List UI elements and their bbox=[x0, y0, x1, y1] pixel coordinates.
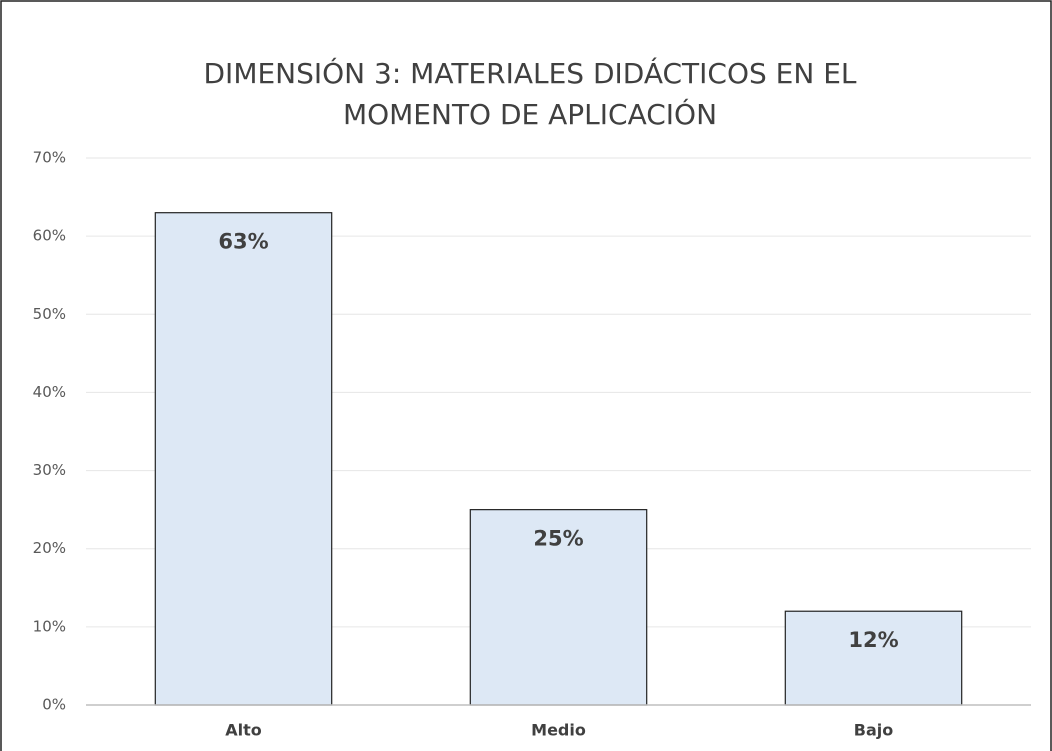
bar bbox=[154, 212, 333, 706]
x-tick-label: Bajo bbox=[854, 721, 893, 740]
data-label: 25% bbox=[533, 527, 583, 551]
y-tick-label: 30% bbox=[33, 461, 66, 479]
y-tick-label: 60% bbox=[33, 227, 66, 245]
data-label: 63% bbox=[218, 230, 268, 254]
x-tick-label: Alto bbox=[225, 721, 262, 740]
chart-title: DIMENSIÓN 3: MATERIALES DIDÁCTICOS EN EL bbox=[204, 56, 857, 90]
chart-title: MOMENTO DE APLICACIÓN bbox=[343, 97, 717, 131]
y-tick-label: 50% bbox=[33, 305, 66, 323]
data-label: 12% bbox=[848, 628, 898, 652]
bar bbox=[469, 509, 648, 706]
bar bbox=[784, 610, 963, 706]
x-tick-label: Medio bbox=[531, 721, 586, 740]
y-tick-label: 40% bbox=[33, 383, 66, 401]
y-tick-label: 10% bbox=[33, 617, 66, 635]
y-tick-label: 70% bbox=[33, 149, 66, 167]
y-tick-label: 0% bbox=[42, 696, 66, 714]
y-tick-label: 20% bbox=[33, 539, 66, 557]
